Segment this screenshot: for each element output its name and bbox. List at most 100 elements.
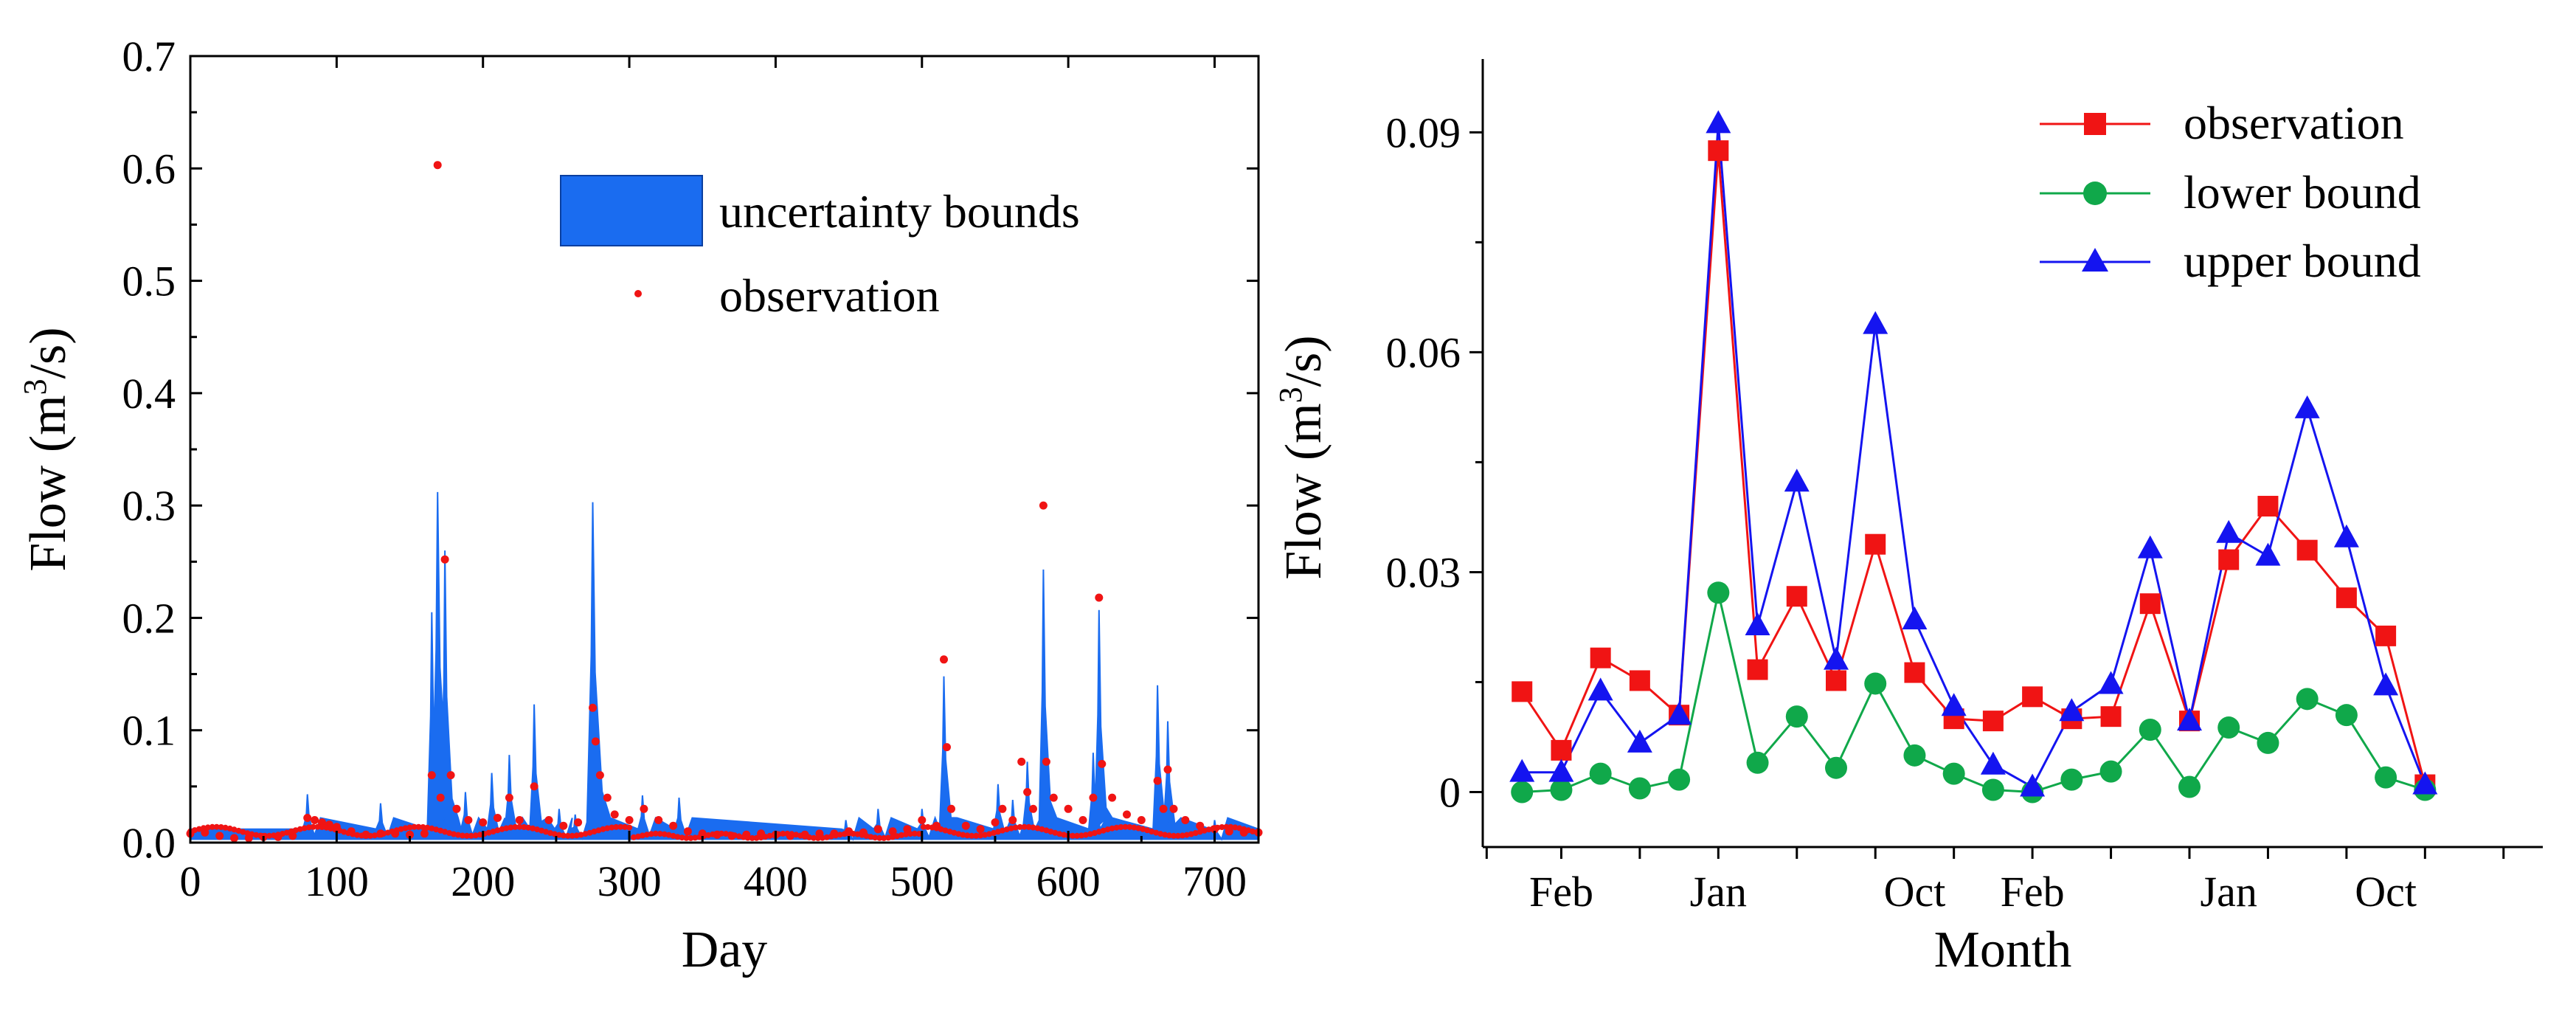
y-tick-label: 0.0 bbox=[122, 819, 176, 867]
right-axis-ticks: 0 0.03 0.06 0.09 Feb Jan Oct Feb Jan Oct bbox=[1386, 108, 2505, 916]
observation-point bbox=[420, 824, 426, 830]
observation-point bbox=[991, 818, 1000, 827]
observation-point bbox=[797, 832, 804, 839]
legend-upper-triangle bbox=[2082, 248, 2108, 272]
observation-marker bbox=[1629, 670, 1650, 691]
observation-point bbox=[683, 827, 692, 836]
lower-bound-marker bbox=[1864, 672, 1887, 695]
lower-bound-marker bbox=[1903, 744, 1926, 767]
y-tick-label: 0.06 bbox=[1386, 328, 1461, 376]
observation-point bbox=[1023, 788, 1032, 796]
observation-point bbox=[464, 816, 473, 824]
lower-bound-marker bbox=[2296, 688, 2319, 711]
observation-point bbox=[1064, 804, 1073, 813]
line-series bbox=[1520, 123, 2426, 794]
observation-point bbox=[1179, 832, 1185, 839]
observation-marker bbox=[1747, 659, 1768, 680]
upper-bound-marker bbox=[1706, 110, 1731, 134]
observation-point bbox=[574, 818, 583, 827]
observation-point bbox=[1144, 827, 1151, 834]
observation-point bbox=[1017, 823, 1023, 830]
observation-point bbox=[1095, 593, 1104, 602]
observation-point bbox=[249, 831, 255, 837]
upper-bound-marker bbox=[2216, 519, 2242, 543]
legend-lower-text: lower bound bbox=[2184, 166, 2421, 218]
left-x-axis-label: Day bbox=[682, 922, 768, 978]
observation-marker bbox=[1786, 586, 1807, 607]
observation-marker bbox=[1865, 533, 1886, 555]
observation-point bbox=[784, 830, 791, 837]
observation-point bbox=[213, 823, 220, 830]
lower-bound-marker bbox=[1668, 768, 1691, 791]
observation-point bbox=[573, 832, 580, 839]
observation-points bbox=[186, 161, 1263, 843]
x-tick-label: 300 bbox=[598, 857, 662, 905]
observation-point bbox=[310, 823, 316, 830]
observation-point bbox=[640, 804, 648, 813]
lower-bound-marker bbox=[2178, 775, 2201, 798]
observation-point bbox=[899, 832, 904, 838]
upper-bound-marker bbox=[1980, 751, 2006, 775]
observation-point bbox=[828, 833, 834, 840]
right-legend: observation lower bound upper bound bbox=[2040, 97, 2421, 287]
observation-point bbox=[740, 834, 747, 840]
observation-point bbox=[578, 832, 584, 838]
observation-point bbox=[1109, 825, 1115, 832]
x-tick-label: Jan bbox=[1690, 868, 1747, 916]
observation-point bbox=[998, 804, 1007, 813]
observation-point bbox=[380, 831, 387, 837]
y-tick-label: 0 bbox=[1439, 768, 1461, 816]
observation-point bbox=[749, 834, 755, 841]
observation-marker bbox=[2375, 625, 2397, 646]
observation-point bbox=[1089, 793, 1098, 802]
observation-point bbox=[218, 824, 224, 830]
lower-bound-marker bbox=[2139, 719, 2161, 742]
observation-point bbox=[841, 831, 848, 837]
observation-point bbox=[544, 816, 553, 824]
legend-band-swatch bbox=[560, 175, 703, 246]
observation-point bbox=[1100, 827, 1107, 834]
observation-point bbox=[911, 830, 918, 837]
lower-bound-marker bbox=[1746, 751, 1769, 774]
observation-point bbox=[209, 823, 215, 830]
observation-point bbox=[1108, 793, 1117, 802]
observation-marker bbox=[2296, 539, 2318, 561]
observation-point bbox=[854, 831, 861, 837]
observation-point bbox=[1048, 829, 1054, 835]
observation-marker bbox=[1590, 647, 1611, 668]
observation-point bbox=[964, 832, 971, 839]
observation-point bbox=[559, 821, 568, 830]
observation-point bbox=[762, 834, 769, 840]
observation-point bbox=[543, 829, 549, 835]
observation-point bbox=[200, 825, 207, 832]
observation-point bbox=[1061, 832, 1067, 838]
observation-point bbox=[960, 832, 966, 838]
observation-point bbox=[494, 827, 501, 834]
observation-point bbox=[933, 825, 940, 832]
observation-marker bbox=[2336, 587, 2357, 609]
observation-point bbox=[918, 816, 927, 824]
observation-point bbox=[977, 832, 984, 839]
observation-point bbox=[415, 823, 422, 830]
observation-marker bbox=[1904, 662, 1925, 683]
observation-point bbox=[1091, 830, 1098, 836]
observation-point bbox=[424, 824, 431, 831]
observation-point bbox=[589, 703, 597, 712]
observation-point bbox=[961, 821, 970, 830]
x-tick-label: 400 bbox=[744, 857, 808, 905]
series-line-lower bbox=[1522, 592, 2426, 794]
legend-upper-text: upper bound bbox=[2184, 235, 2421, 287]
right-chart: 0 0.03 0.06 0.09 Feb Jan Oct Feb Jan Oct Month Fl… bbox=[1273, 59, 2543, 978]
observation-point bbox=[625, 816, 634, 824]
observation-point bbox=[920, 823, 927, 830]
observation-point bbox=[654, 816, 663, 824]
observation-point bbox=[753, 834, 760, 841]
series-markers bbox=[1509, 110, 2438, 804]
observation-point bbox=[1210, 825, 1216, 832]
observation-point bbox=[881, 834, 887, 841]
observation-point bbox=[622, 823, 629, 830]
upper-bound-marker bbox=[1863, 311, 1888, 334]
observation-point bbox=[1049, 793, 1058, 802]
observation-point bbox=[1223, 823, 1230, 830]
observation-point bbox=[459, 832, 465, 839]
